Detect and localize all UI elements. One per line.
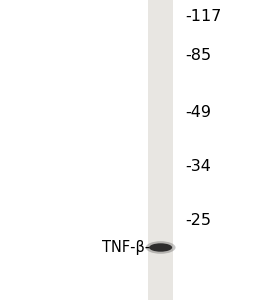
Text: TNF-β-: TNF-β- (102, 240, 150, 255)
Text: -85: -85 (185, 48, 211, 63)
Text: -34: -34 (185, 159, 211, 174)
Text: -117: -117 (185, 9, 221, 24)
Text: -25: -25 (185, 213, 211, 228)
Ellipse shape (146, 241, 176, 254)
Ellipse shape (149, 243, 172, 252)
Text: -49: -49 (185, 105, 211, 120)
Bar (148, 0, 173, 300)
